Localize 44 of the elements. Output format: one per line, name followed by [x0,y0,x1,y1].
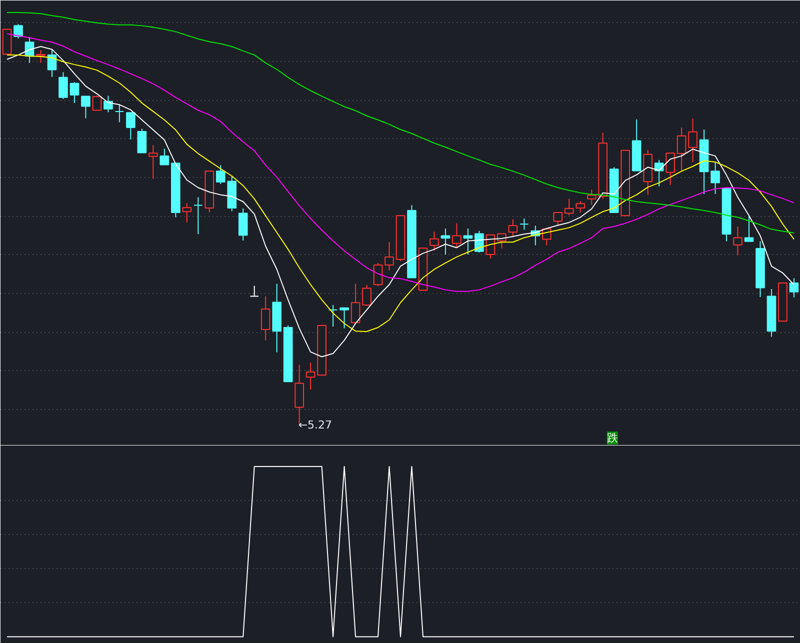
candlestick [350,283,360,324]
candlestick [92,95,102,111]
candlestick [70,82,80,104]
candlestick [733,226,742,256]
candlestick [47,48,57,78]
candlestick [148,144,158,180]
candlestick [710,161,720,195]
candlestick [250,285,260,297]
candlestick [328,304,338,328]
candlestick [36,50,46,64]
candlestick [553,212,563,226]
annotation: ←5.27 [298,418,332,432]
candlestick [182,202,192,223]
candlestick [430,231,439,252]
candlestick [193,196,203,235]
candlestick [564,198,574,216]
candlestick [114,104,124,123]
candlestick [452,222,462,248]
candlestick [520,218,529,230]
candlestick [340,307,349,329]
candlestick [260,296,270,341]
candlestick [58,72,68,100]
candlestick [14,24,23,40]
text: 跌 [606,432,618,444]
candlestick [474,230,484,254]
candlestick [160,148,170,166]
candlestick [666,152,675,186]
candlestick [789,278,799,298]
candlestick [362,284,372,306]
candlestick [137,128,147,154]
candlestick [744,215,754,242]
candlestick [384,242,394,272]
candlestick [373,262,383,287]
candlestick [576,200,586,213]
candlestick [688,118,698,162]
candlestick [463,228,473,256]
candlestick [306,362,316,390]
candlestick [104,95,113,113]
candlestick [238,208,248,242]
candlestick [126,112,136,140]
candlestick [508,218,518,238]
candlestick [81,96,90,119]
candlestick [440,228,450,256]
candlestick [676,126,686,172]
